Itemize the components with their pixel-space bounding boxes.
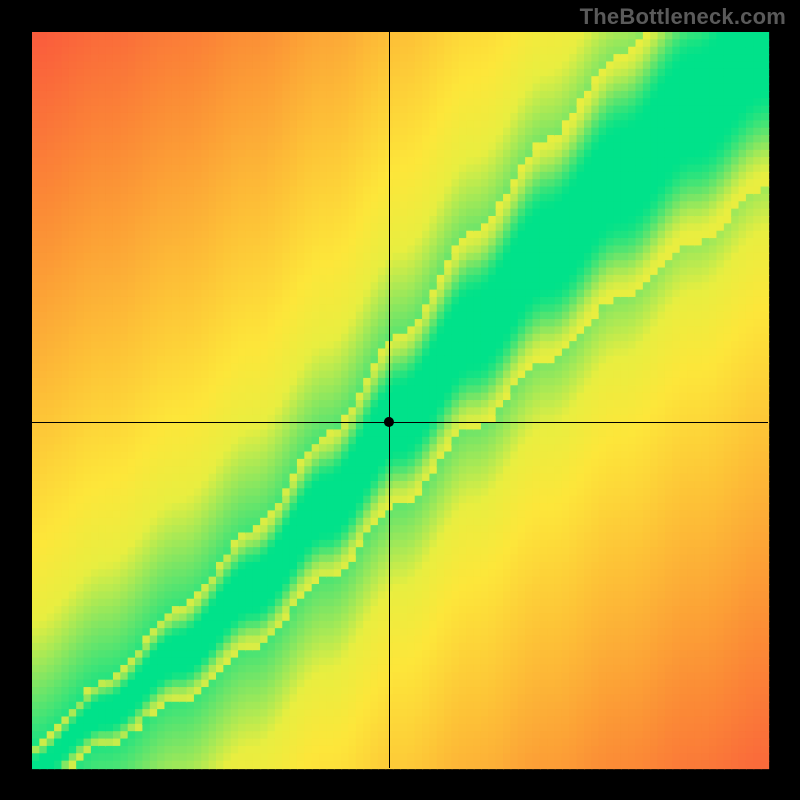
watermark-text: TheBottleneck.com <box>580 4 786 30</box>
chart-container: TheBottleneck.com <box>0 0 800 800</box>
crosshair-overlay <box>0 0 800 800</box>
